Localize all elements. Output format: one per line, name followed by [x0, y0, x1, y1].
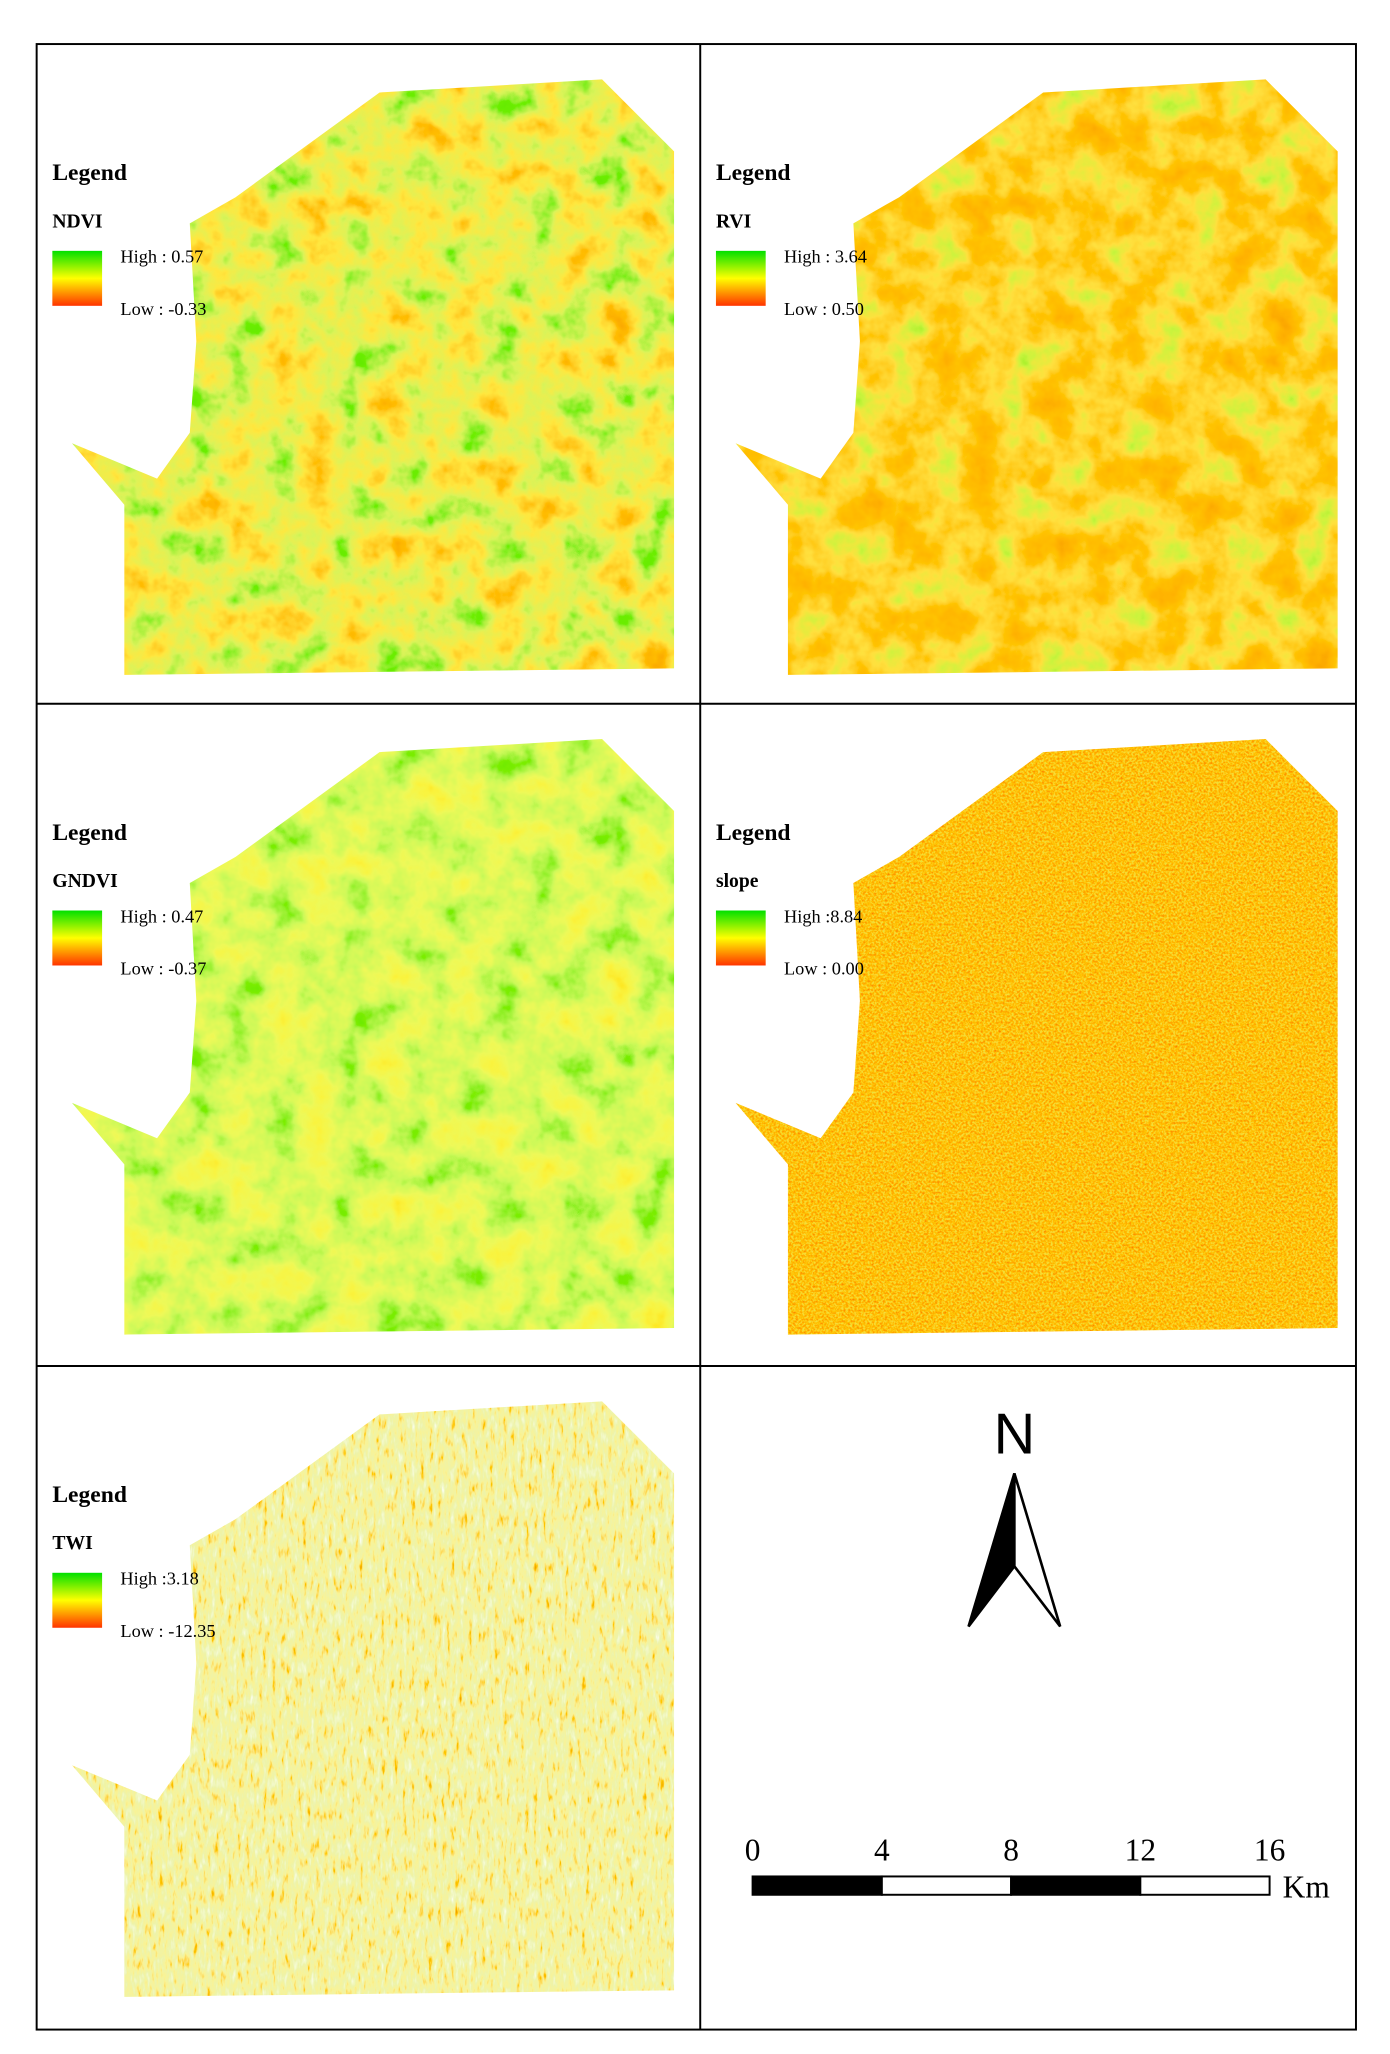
layer-name: slope [716, 871, 759, 892]
map-panel: Legend slope High :8.84 Low : 0.00 [715, 739, 1338, 1335]
scale-label: 12 [1125, 1833, 1156, 1868]
legend-high: High : 3.64 [784, 247, 867, 267]
map-raster [71, 79, 675, 675]
map-panel: Legend RVI High : 3.64 Low : 0.50 [715, 79, 1338, 675]
map-raster [71, 1401, 675, 1997]
scale-segment [1139, 1875, 1271, 1896]
layer-name: RVI [716, 211, 751, 232]
legend-title: Legend [52, 1482, 127, 1508]
legend-low: Low : -0.33 [120, 299, 206, 319]
legend-low: Low : -12.35 [120, 1621, 215, 1641]
legend-title: Legend [716, 820, 791, 846]
map-raster [71, 739, 675, 1335]
panels: Legend NDVI High : 0.57 Low : -0.33 Legend RV… [52, 79, 1338, 1997]
arrow-right [1013, 1472, 1062, 1628]
legend-title: Legend [52, 820, 127, 846]
legend-ramp [52, 910, 103, 966]
scale-segment [1010, 1875, 1142, 1896]
legend-ramp [715, 910, 766, 966]
legend-ramp [52, 1572, 103, 1628]
scale-segment [751, 1875, 883, 1896]
legend-low: Low : 0.00 [784, 959, 864, 979]
scale-label: 0 [745, 1833, 761, 1868]
layer-name: NDVI [52, 211, 102, 232]
scale-label: 16 [1254, 1833, 1285, 1868]
legend-ramp [52, 250, 103, 306]
map-raster [735, 79, 1338, 675]
legend-title: Legend [52, 160, 127, 186]
north-arrow: N [967, 1403, 1062, 1628]
map-panel: Legend TWI High :3.18 Low : -12.35 [52, 1401, 675, 1997]
north-label: N [994, 1403, 1036, 1467]
legend-high: High : 0.57 [120, 247, 203, 267]
legend-high: High : 0.47 [120, 906, 203, 926]
legend-low: Low : -0.37 [120, 959, 206, 979]
legend-low: Low : 0.50 [784, 299, 864, 319]
legend-high: High :8.84 [784, 906, 862, 926]
map-raster [735, 739, 1338, 1335]
layer-name: GNDVI [52, 871, 117, 892]
map-panel: Legend NDVI High : 0.57 Low : -0.33 [52, 79, 675, 675]
scale-unit: Km [1283, 1869, 1330, 1904]
scale-segment [880, 1875, 1013, 1896]
scale-label: 4 [874, 1833, 890, 1868]
layer-name: TWI [52, 1533, 92, 1554]
legend-high: High :3.18 [120, 1569, 198, 1589]
legend-title: Legend [716, 160, 791, 186]
scale-label: 8 [1003, 1833, 1019, 1868]
frame [35, 43, 1357, 2031]
arrow-left [967, 1472, 1016, 1628]
legend-ramp [715, 250, 766, 306]
